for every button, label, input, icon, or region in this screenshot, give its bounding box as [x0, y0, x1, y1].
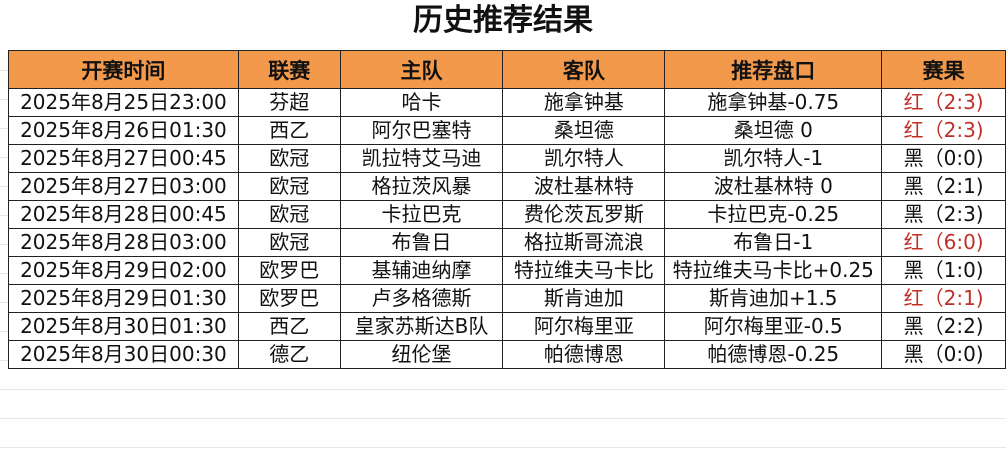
- cell-home[interactable]: 卢多格德斯: [339, 284, 504, 313]
- cell-league[interactable]: 欧冠: [237, 172, 341, 201]
- cell-time[interactable]: 2025年8月28日00:45: [8, 200, 239, 229]
- cell-result[interactable]: 黑（2:3): [881, 200, 1006, 229]
- table-row: 2025年8月27日00:45 欧冠 凯拉特艾马迪 凯尔特人 凯尔特人-1 黑（0:0): [8, 144, 1006, 173]
- table-row: 2025年8月30日01:30 西乙 皇家苏斯达B队 阿尔梅里亚 阿尔梅里亚-0.5 黑（…: [8, 312, 1006, 341]
- table-row: 2025年8月26日01:30 西乙 阿尔巴塞特 桑坦德 桑坦德 0 红（2:3): [8, 116, 1006, 145]
- table-row: 2025年8月28日03:00 欧冠 布鲁日 格拉斯哥流浪 布鲁日-1 红（6:0): [8, 228, 1006, 257]
- cell-league[interactable]: 西乙: [237, 312, 341, 341]
- cell-league[interactable]: 西乙: [237, 116, 341, 145]
- cell-pick[interactable]: 阿尔梅里亚-0.5: [664, 312, 883, 341]
- column-header-home[interactable]: 主队: [339, 50, 504, 89]
- cell-pick[interactable]: 施拿钟基-0.75: [664, 88, 883, 117]
- cell-home[interactable]: 纽伦堡: [339, 340, 504, 369]
- cell-time[interactable]: 2025年8月25日23:00: [8, 88, 239, 117]
- table-row: 2025年8月30日00:30 德乙 纽伦堡 帕德博恩 帕德博恩-0.25 黑（0:0): [8, 340, 1006, 369]
- cell-result[interactable]: 红（6:0): [881, 228, 1006, 257]
- cell-time[interactable]: 2025年8月26日01:30: [8, 116, 239, 145]
- cell-home[interactable]: 阿尔巴塞特: [339, 116, 504, 145]
- column-header-league[interactable]: 联赛: [237, 50, 341, 89]
- cell-result[interactable]: 黑（0:0): [881, 144, 1006, 173]
- cell-result[interactable]: 黑（2:2): [881, 312, 1006, 341]
- cell-time[interactable]: 2025年8月29日01:30: [8, 284, 239, 313]
- cell-home[interactable]: 皇家苏斯达B队: [339, 312, 504, 341]
- cell-league[interactable]: 德乙: [237, 340, 341, 369]
- cell-league[interactable]: 欧罗巴: [237, 256, 341, 285]
- cell-time[interactable]: 2025年8月30日00:30: [8, 340, 239, 369]
- cell-pick[interactable]: 布鲁日-1: [664, 228, 883, 257]
- column-header-result[interactable]: 赛果: [881, 50, 1006, 89]
- table-row: 2025年8月29日01:30 欧罗巴 卢多格德斯 斯肯迪加 斯肯迪加+1.5 红（2:1…: [8, 284, 1006, 313]
- cell-pick[interactable]: 波杜基林特 0: [664, 172, 883, 201]
- cell-home[interactable]: 卡拉巴克: [339, 200, 504, 229]
- cell-pick[interactable]: 卡拉巴克-0.25: [664, 200, 883, 229]
- cell-pick[interactable]: 特拉维夫马卡比+0.25: [664, 256, 883, 285]
- page-title: 历史推荐结果: [0, 0, 1006, 46]
- cell-league[interactable]: 芬超: [237, 88, 341, 117]
- table-row: 2025年8月27日03:00 欧冠 格拉茨风暴 波杜基林特 波杜基林特 0 黑（2:1): [8, 172, 1006, 201]
- cell-result[interactable]: 黑（0:0): [881, 340, 1006, 369]
- table-row: 2025年8月29日02:00 欧罗巴 基辅迪纳摩 特拉维夫马卡比 特拉维夫马卡比+0.…: [8, 256, 1006, 285]
- cell-league[interactable]: 欧冠: [237, 200, 341, 229]
- cell-away[interactable]: 波杜基林特: [502, 172, 666, 201]
- column-header-time[interactable]: 开赛时间: [8, 50, 239, 89]
- cell-time[interactable]: 2025年8月29日02:00: [8, 256, 239, 285]
- cell-time[interactable]: 2025年8月27日03:00: [8, 172, 239, 201]
- cell-away[interactable]: 帕德博恩: [502, 340, 666, 369]
- cell-result[interactable]: 红（2:3): [881, 116, 1006, 145]
- cell-away[interactable]: 斯肯迪加: [502, 284, 666, 313]
- cell-pick[interactable]: 帕德博恩-0.25: [664, 340, 883, 369]
- cell-home[interactable]: 格拉茨风暴: [339, 172, 504, 201]
- cell-league[interactable]: 欧罗巴: [237, 284, 341, 313]
- cell-home[interactable]: 基辅迪纳摩: [339, 256, 504, 285]
- cell-result[interactable]: 红（2:3): [881, 88, 1006, 117]
- header-row: 开赛时间 联赛 主队 客队 推荐盘口 赛果: [8, 50, 1006, 89]
- cell-pick[interactable]: 凯尔特人-1: [664, 144, 883, 173]
- column-header-away[interactable]: 客队: [502, 50, 666, 89]
- cell-league[interactable]: 欧冠: [237, 144, 341, 173]
- cell-result[interactable]: 黑（2:1): [881, 172, 1006, 201]
- table-row: 2025年8月28日00:45 欧冠 卡拉巴克 费伦茨瓦罗斯 卡拉巴克-0.25 黑（2:…: [8, 200, 1006, 229]
- cell-result[interactable]: 红（2:1): [881, 284, 1006, 313]
- cell-time[interactable]: 2025年8月28日03:00: [8, 228, 239, 257]
- cell-away[interactable]: 阿尔梅里亚: [502, 312, 666, 341]
- cell-away[interactable]: 桑坦德: [502, 116, 666, 145]
- cell-home[interactable]: 哈卡: [339, 88, 504, 117]
- cell-away[interactable]: 特拉维夫马卡比: [502, 256, 666, 285]
- cell-away[interactable]: 费伦茨瓦罗斯: [502, 200, 666, 229]
- column-header-pick[interactable]: 推荐盘口: [664, 50, 883, 89]
- cell-home[interactable]: 凯拉特艾马迪: [339, 144, 504, 173]
- cell-away[interactable]: 格拉斯哥流浪: [502, 228, 666, 257]
- cell-result[interactable]: 黑（1:0): [881, 256, 1006, 285]
- cell-time[interactable]: 2025年8月30日01:30: [8, 312, 239, 341]
- cell-pick[interactable]: 桑坦德 0: [664, 116, 883, 145]
- cell-pick[interactable]: 斯肯迪加+1.5: [664, 284, 883, 313]
- cell-away[interactable]: 凯尔特人: [502, 144, 666, 173]
- cell-home[interactable]: 布鲁日: [339, 228, 504, 257]
- results-table: 开赛时间 联赛 主队 客队 推荐盘口 赛果 2025年8月25日23:00 芬超 哈卡 施拿钟基…: [8, 50, 1006, 369]
- table-row: 2025年8月25日23:00 芬超 哈卡 施拿钟基 施拿钟基-0.75 红（2:3): [8, 88, 1006, 117]
- cell-league[interactable]: 欧冠: [237, 228, 341, 257]
- cell-time[interactable]: 2025年8月27日00:45: [8, 144, 239, 173]
- cell-away[interactable]: 施拿钟基: [502, 88, 666, 117]
